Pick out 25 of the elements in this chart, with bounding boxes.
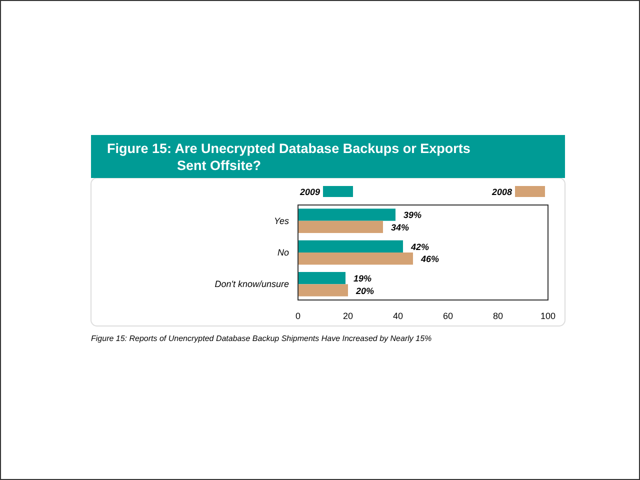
x-tick-label: 40 <box>392 311 404 321</box>
data-label: 39% <box>404 210 422 220</box>
chart-title: Figure 15: Are Unecrypted Database Backups or Exports Sent Offsite? <box>107 141 470 173</box>
x-tick-label: 100 <box>540 311 556 321</box>
data-label: 20% <box>355 286 374 296</box>
legend-label: 2008 <box>490 187 512 197</box>
caption: Figure 15: Reports of Unencrypted Database Backup Shipments Have Increased by Nearly 15% <box>91 334 432 343</box>
bar <box>298 220 383 234</box>
y-tick-label: Yes <box>274 216 290 226</box>
x-tick-label: 20 <box>342 311 354 321</box>
y-tick-label: No <box>277 248 289 258</box>
bar <box>298 252 413 265</box>
bar <box>298 284 348 296</box>
x-tick-label: 0 <box>295 311 301 321</box>
data-label: 46% <box>420 254 440 264</box>
x-tick-label: 60 <box>442 311 454 321</box>
data-label: 19% <box>354 274 372 284</box>
data-label: 34% <box>391 222 410 232</box>
data-label: 42% <box>410 242 430 252</box>
bar <box>298 208 396 221</box>
y-tick-label: Don't know/unsure <box>214 279 289 290</box>
legend-label: 2009 <box>298 187 320 197</box>
bar <box>298 240 403 252</box>
bar <box>298 272 346 284</box>
x-tick-label: 80 <box>492 311 504 321</box>
